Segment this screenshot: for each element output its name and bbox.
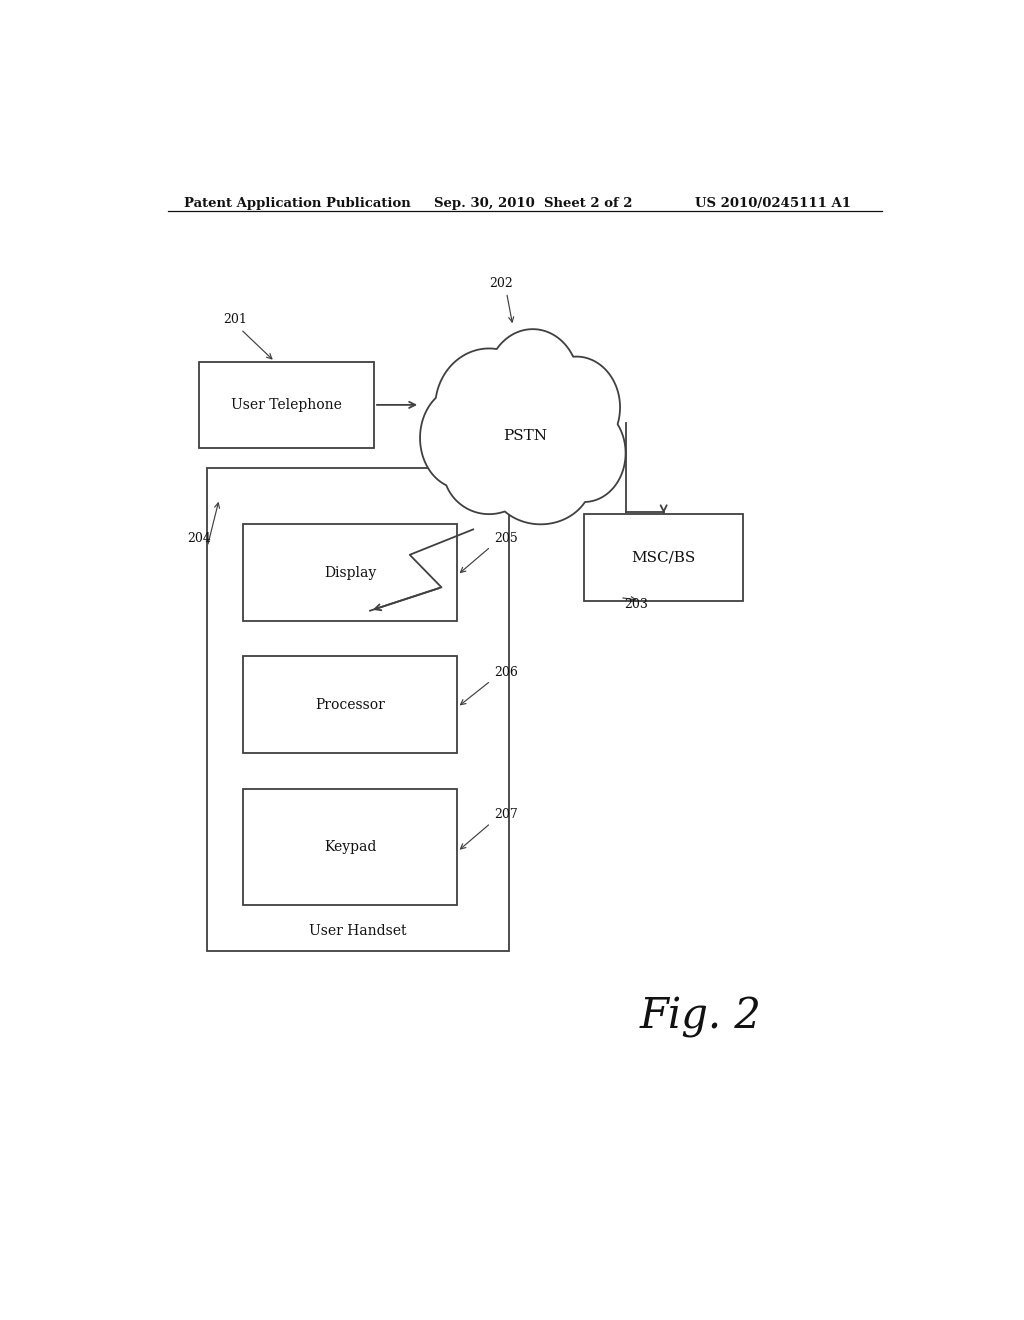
Text: Keypad: Keypad [324, 840, 377, 854]
Text: Fig. 2: Fig. 2 [640, 995, 762, 1038]
Bar [207, 469, 509, 952]
Text: User Telephone: User Telephone [231, 397, 342, 412]
Text: PSTN: PSTN [503, 429, 547, 444]
Bar [200, 362, 374, 447]
Ellipse shape [532, 356, 621, 458]
Ellipse shape [489, 433, 592, 524]
Text: 202: 202 [489, 277, 513, 290]
Ellipse shape [543, 404, 626, 502]
Text: MSC/BS: MSC/BS [632, 550, 695, 565]
Bar [243, 788, 458, 906]
Text: 205: 205 [495, 532, 518, 545]
Text: Patent Application Publication: Patent Application Publication [183, 197, 411, 210]
Text: US 2010/0245111 A1: US 2010/0245111 A1 [695, 197, 851, 210]
Text: Display: Display [324, 565, 377, 579]
Text: 203: 203 [624, 598, 648, 611]
Text: 201: 201 [223, 313, 247, 326]
Bar [243, 524, 458, 620]
Ellipse shape [435, 348, 543, 466]
Text: 206: 206 [495, 665, 518, 678]
Bar [243, 656, 458, 752]
Text: Sep. 30, 2010  Sheet 2 of 2: Sep. 30, 2010 Sheet 2 of 2 [433, 197, 632, 210]
Text: 204: 204 [187, 532, 211, 545]
Text: User Handset: User Handset [309, 924, 407, 939]
Ellipse shape [486, 329, 579, 434]
Ellipse shape [420, 387, 503, 488]
Ellipse shape [443, 422, 536, 513]
Text: 207: 207 [495, 808, 518, 821]
Text: Processor: Processor [315, 698, 385, 711]
Bar [585, 515, 743, 601]
